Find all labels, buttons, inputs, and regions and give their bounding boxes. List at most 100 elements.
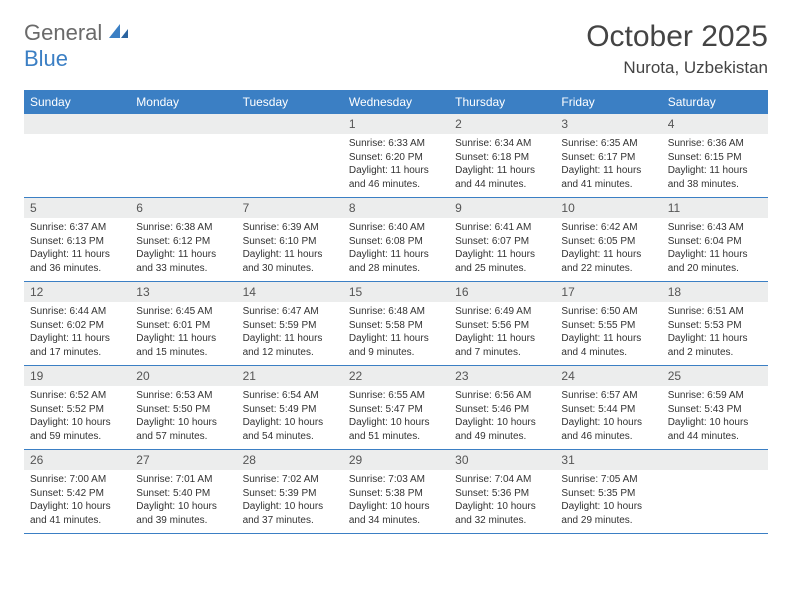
daylight-text: Daylight: 11 hours and 9 minutes.	[349, 332, 443, 359]
day-cell: 14Sunrise: 6:47 AMSunset: 5:59 PMDayligh…	[237, 282, 343, 365]
sunset-text: Sunset: 5:52 PM	[30, 403, 124, 417]
title-block: October 2025 Nurota, Uzbekistan	[586, 20, 768, 78]
daylight-text: Daylight: 11 hours and 7 minutes.	[455, 332, 549, 359]
sunset-text: Sunset: 6:15 PM	[668, 151, 762, 165]
daylight-text: Daylight: 11 hours and 36 minutes.	[30, 248, 124, 275]
weekday-sun: Sunday	[24, 90, 130, 114]
day-number: 14	[237, 282, 343, 302]
sunset-text: Sunset: 6:05 PM	[561, 235, 655, 249]
day-cell	[24, 114, 130, 197]
day-cell: 24Sunrise: 6:57 AMSunset: 5:44 PMDayligh…	[555, 366, 661, 449]
daynum-bg: 16	[449, 282, 555, 302]
day-data: Sunrise: 6:56 AMSunset: 5:46 PMDaylight:…	[449, 386, 555, 449]
day-number: 21	[237, 366, 343, 386]
daynum-bg: 24	[555, 366, 661, 386]
day-data: Sunrise: 7:03 AMSunset: 5:38 PMDaylight:…	[343, 470, 449, 533]
day-data: Sunrise: 6:37 AMSunset: 6:13 PMDaylight:…	[24, 218, 130, 281]
sunset-text: Sunset: 6:07 PM	[455, 235, 549, 249]
daynum-bg: 3	[555, 114, 661, 134]
day-data: Sunrise: 7:01 AMSunset: 5:40 PMDaylight:…	[130, 470, 236, 533]
day-data: Sunrise: 6:57 AMSunset: 5:44 PMDaylight:…	[555, 386, 661, 449]
weekday-mon: Monday	[130, 90, 236, 114]
weekday-fri: Friday	[555, 90, 661, 114]
day-number: 22	[343, 366, 449, 386]
day-data: Sunrise: 6:36 AMSunset: 6:15 PMDaylight:…	[662, 134, 768, 197]
daynum-bg: 8	[343, 198, 449, 218]
daylight-text: Daylight: 11 hours and 22 minutes.	[561, 248, 655, 275]
daynum-bg: 20	[130, 366, 236, 386]
day-number: 23	[449, 366, 555, 386]
day-cell: 7Sunrise: 6:39 AMSunset: 6:10 PMDaylight…	[237, 198, 343, 281]
sunset-text: Sunset: 6:13 PM	[30, 235, 124, 249]
sunset-text: Sunset: 6:17 PM	[561, 151, 655, 165]
sunrise-text: Sunrise: 6:50 AM	[561, 305, 655, 319]
day-cell: 29Sunrise: 7:03 AMSunset: 5:38 PMDayligh…	[343, 450, 449, 533]
header: General Blue October 2025 Nurota, Uzbeki…	[24, 20, 768, 78]
daylight-text: Daylight: 11 hours and 2 minutes.	[668, 332, 762, 359]
daynum-bg: 4	[662, 114, 768, 134]
sunset-text: Sunset: 5:38 PM	[349, 487, 443, 501]
sunrise-text: Sunrise: 6:43 AM	[668, 221, 762, 235]
day-number: 25	[662, 366, 768, 386]
daylight-text: Daylight: 11 hours and 41 minutes.	[561, 164, 655, 191]
sunrise-text: Sunrise: 6:39 AM	[243, 221, 337, 235]
daylight-text: Daylight: 11 hours and 15 minutes.	[136, 332, 230, 359]
sunset-text: Sunset: 5:35 PM	[561, 487, 655, 501]
day-data: Sunrise: 6:53 AMSunset: 5:50 PMDaylight:…	[130, 386, 236, 449]
day-number: 2	[449, 114, 555, 134]
day-data: Sunrise: 6:43 AMSunset: 6:04 PMDaylight:…	[662, 218, 768, 281]
sunset-text: Sunset: 6:20 PM	[349, 151, 443, 165]
day-number: 6	[130, 198, 236, 218]
day-cell: 31Sunrise: 7:05 AMSunset: 5:35 PMDayligh…	[555, 450, 661, 533]
sunset-text: Sunset: 6:02 PM	[30, 319, 124, 333]
sunrise-text: Sunrise: 6:38 AM	[136, 221, 230, 235]
daynum-bg: 30	[449, 450, 555, 470]
day-data: Sunrise: 6:54 AMSunset: 5:49 PMDaylight:…	[237, 386, 343, 449]
sunrise-text: Sunrise: 6:59 AM	[668, 389, 762, 403]
day-number: 29	[343, 450, 449, 470]
daynum-bg: 22	[343, 366, 449, 386]
day-number: 7	[237, 198, 343, 218]
daylight-text: Daylight: 10 hours and 32 minutes.	[455, 500, 549, 527]
day-number: 31	[555, 450, 661, 470]
daynum-bg	[237, 114, 343, 134]
day-data: Sunrise: 6:34 AMSunset: 6:18 PMDaylight:…	[449, 134, 555, 197]
daynum-bg: 12	[24, 282, 130, 302]
daylight-text: Daylight: 10 hours and 39 minutes.	[136, 500, 230, 527]
day-number: 17	[555, 282, 661, 302]
sunrise-text: Sunrise: 6:51 AM	[668, 305, 762, 319]
day-data: Sunrise: 6:42 AMSunset: 6:05 PMDaylight:…	[555, 218, 661, 281]
day-cell: 5Sunrise: 6:37 AMSunset: 6:13 PMDaylight…	[24, 198, 130, 281]
daylight-text: Daylight: 11 hours and 38 minutes.	[668, 164, 762, 191]
daynum-bg: 9	[449, 198, 555, 218]
day-cell: 21Sunrise: 6:54 AMSunset: 5:49 PMDayligh…	[237, 366, 343, 449]
daylight-text: Daylight: 11 hours and 28 minutes.	[349, 248, 443, 275]
daylight-text: Daylight: 10 hours and 37 minutes.	[243, 500, 337, 527]
daynum-bg: 18	[662, 282, 768, 302]
week-row: 26Sunrise: 7:00 AMSunset: 5:42 PMDayligh…	[24, 450, 768, 534]
week-row: 5Sunrise: 6:37 AMSunset: 6:13 PMDaylight…	[24, 198, 768, 282]
day-cell: 30Sunrise: 7:04 AMSunset: 5:36 PMDayligh…	[449, 450, 555, 533]
day-cell: 16Sunrise: 6:49 AMSunset: 5:56 PMDayligh…	[449, 282, 555, 365]
day-data: Sunrise: 7:00 AMSunset: 5:42 PMDaylight:…	[24, 470, 130, 533]
sunrise-text: Sunrise: 6:33 AM	[349, 137, 443, 151]
weekday-tue: Tuesday	[237, 90, 343, 114]
day-number: 11	[662, 198, 768, 218]
sunrise-text: Sunrise: 6:37 AM	[30, 221, 124, 235]
day-data: Sunrise: 6:40 AMSunset: 6:08 PMDaylight:…	[343, 218, 449, 281]
day-data: Sunrise: 6:48 AMSunset: 5:58 PMDaylight:…	[343, 302, 449, 365]
sunrise-text: Sunrise: 6:48 AM	[349, 305, 443, 319]
daylight-text: Daylight: 11 hours and 30 minutes.	[243, 248, 337, 275]
sunset-text: Sunset: 5:59 PM	[243, 319, 337, 333]
calendar: Sunday Monday Tuesday Wednesday Thursday…	[24, 90, 768, 534]
day-data: Sunrise: 6:59 AMSunset: 5:43 PMDaylight:…	[662, 386, 768, 449]
sunrise-text: Sunrise: 7:05 AM	[561, 473, 655, 487]
daylight-text: Daylight: 11 hours and 4 minutes.	[561, 332, 655, 359]
logo-part2: Blue	[24, 46, 68, 71]
sunrise-text: Sunrise: 6:34 AM	[455, 137, 549, 151]
day-cell: 25Sunrise: 6:59 AMSunset: 5:43 PMDayligh…	[662, 366, 768, 449]
daylight-text: Daylight: 11 hours and 33 minutes.	[136, 248, 230, 275]
day-number: 5	[24, 198, 130, 218]
sunset-text: Sunset: 5:44 PM	[561, 403, 655, 417]
day-number: 10	[555, 198, 661, 218]
